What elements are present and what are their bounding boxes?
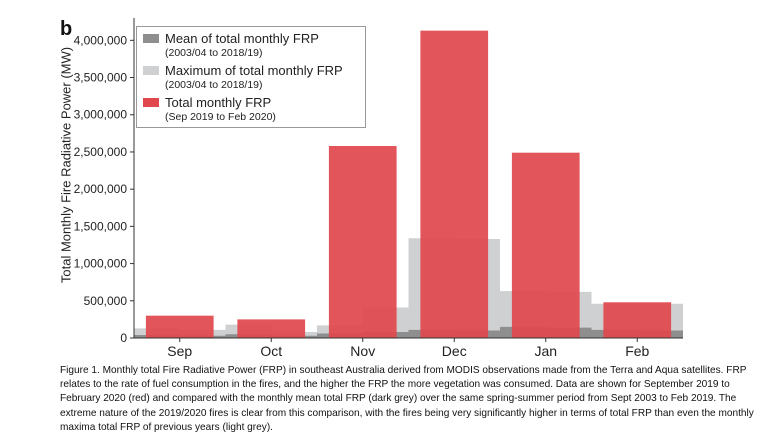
bar-jan — [511, 152, 580, 338]
legend-label-maximum: Maximum of total monthly FRP — [165, 63, 343, 78]
x-tick-label-jan: Jan — [534, 343, 557, 359]
bar-dec — [420, 30, 489, 339]
figure-caption: Figure 1. Monthly total Fire Radiative P… — [60, 365, 754, 433]
y-tick-label: 3,500,000 — [74, 71, 128, 85]
y-tick-label: 0 — [120, 331, 127, 345]
bar-nov — [328, 146, 397, 338]
legend-swatch-total — [143, 98, 159, 107]
panel-label: b — [60, 18, 73, 40]
y-tick-label: 3,000,000 — [74, 108, 128, 122]
x-tick-label-dec: Dec — [442, 343, 467, 359]
x-tick-label-oct: Oct — [260, 343, 282, 359]
y-tick-label: 4,000,000 — [74, 33, 128, 47]
frp-bar-chart: 0 500,000 1,000,000 1,500,000 2,000,000 2,500… — [74, 18, 683, 359]
bar-oct — [237, 319, 306, 338]
y-axis-label: Total Monthly Fire Radiative Power (MW) — [58, 46, 74, 284]
bar-feb — [603, 302, 672, 338]
y-tick-label: 1,000,000 — [74, 257, 128, 271]
x-tick-label-sep: Sep — [167, 343, 192, 359]
legend-label-mean: Mean of total monthly FRP — [165, 31, 319, 46]
y-tick-label: 1,500,000 — [74, 219, 128, 233]
y-tick-label: 500,000 — [84, 294, 128, 308]
chart-legend: Mean of total monthly FRP (2003/04 to 20… — [136, 26, 366, 128]
legend-label-total: Total monthly FRP — [165, 95, 272, 110]
legend-swatch-maximum — [143, 66, 159, 75]
y-tick-label: 2,000,000 — [74, 182, 128, 196]
figure: 0 500,000 1,000,000 1,500,000 2,000,000 2,500… — [74, 18, 683, 359]
max-frp-step-area — [134, 238, 683, 338]
x-tick-label-nov: Nov — [350, 343, 375, 359]
legend-sublabel-maximum: (2003/04 to 2018/19) — [165, 79, 263, 91]
x-tick-label-feb: Feb — [625, 343, 649, 359]
y-tick-label: 2,500,000 — [74, 145, 128, 159]
legend-sublabel-mean: (2003/04 to 2018/19) — [165, 47, 263, 59]
bar-sep — [145, 315, 214, 338]
legend-sublabel-total: (Sep 2019 to Feb 2020) — [165, 111, 276, 123]
legend-swatch-mean — [143, 34, 159, 43]
